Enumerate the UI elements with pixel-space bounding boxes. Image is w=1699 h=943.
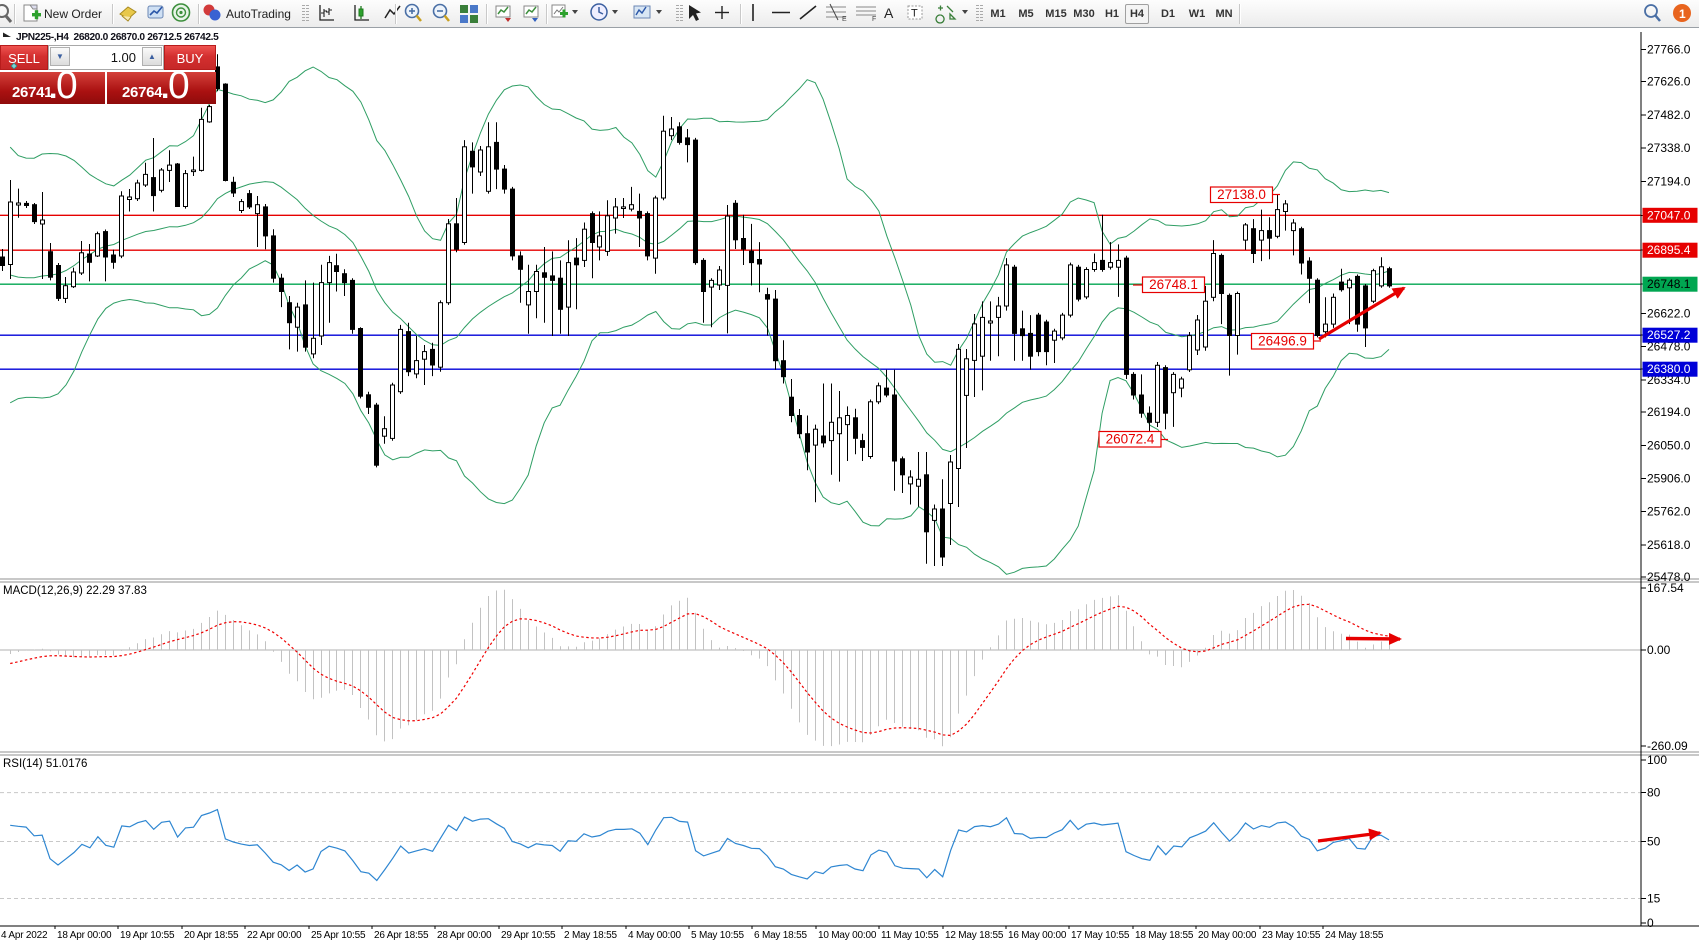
svg-text:27194.0: 27194.0 bbox=[1647, 174, 1691, 188]
svg-text:100: 100 bbox=[1647, 753, 1667, 767]
svg-text:167.54: 167.54 bbox=[1647, 581, 1684, 595]
svg-text:28 Apr 00:00: 28 Apr 00:00 bbox=[437, 930, 492, 941]
svg-text:25 Apr 10:55: 25 Apr 10:55 bbox=[311, 930, 366, 941]
svg-text:25762.0: 25762.0 bbox=[1647, 505, 1691, 519]
svg-text:23 May 10:55: 23 May 10:55 bbox=[1262, 930, 1321, 941]
svg-text:2 May 18:55: 2 May 18:55 bbox=[564, 930, 617, 941]
svg-text:26496.9: 26496.9 bbox=[1258, 334, 1307, 349]
svg-text:MACD(12,26,9) 22.29 37.83: MACD(12,26,9) 22.29 37.83 bbox=[3, 585, 147, 597]
svg-text:16 May 00:00: 16 May 00:00 bbox=[1008, 930, 1067, 941]
svg-text:25906.0: 25906.0 bbox=[1647, 472, 1691, 486]
svg-text:26072.4: 26072.4 bbox=[1106, 432, 1155, 447]
svg-text:JPN225-,H4 26820.0 26870.0 26: JPN225-,H4 26820.0 26870.0 26712.5 26742… bbox=[16, 32, 219, 43]
svg-text:20 Apr 18:55: 20 Apr 18:55 bbox=[184, 930, 239, 941]
svg-text:F: F bbox=[872, 16, 876, 23]
svg-text:24 May 18:55: 24 May 18:55 bbox=[1325, 930, 1384, 941]
svg-text:27047.0: 27047.0 bbox=[1647, 208, 1691, 222]
svg-text:18 Apr 00:00: 18 Apr 00:00 bbox=[57, 930, 112, 941]
svg-text:26194.0: 26194.0 bbox=[1647, 405, 1691, 419]
svg-text:50: 50 bbox=[1647, 835, 1661, 849]
svg-text:26380.0: 26380.0 bbox=[1647, 362, 1691, 376]
svg-text:80: 80 bbox=[1647, 786, 1661, 800]
svg-text:27482.0: 27482.0 bbox=[1647, 108, 1691, 122]
svg-text:22 Apr 00:00: 22 Apr 00:00 bbox=[247, 930, 302, 941]
svg-text:4 May 00:00: 4 May 00:00 bbox=[628, 930, 681, 941]
svg-text:E: E bbox=[842, 16, 847, 23]
svg-text:A: A bbox=[884, 5, 894, 21]
svg-text:11 May 10:55: 11 May 10:55 bbox=[881, 930, 939, 941]
svg-text:26748.1: 26748.1 bbox=[1647, 277, 1691, 291]
svg-text:18 May 18:55: 18 May 18:55 bbox=[1135, 930, 1194, 941]
svg-text:15: 15 bbox=[1647, 892, 1661, 906]
svg-text:20 May 00:00: 20 May 00:00 bbox=[1198, 930, 1257, 941]
svg-text:27338.0: 27338.0 bbox=[1647, 141, 1691, 155]
svg-text:12 May 18:55: 12 May 18:55 bbox=[945, 930, 1004, 941]
svg-text:0.00: 0.00 bbox=[1647, 643, 1671, 657]
svg-text:27766.0: 27766.0 bbox=[1647, 42, 1691, 56]
svg-text:5 May 10:55: 5 May 10:55 bbox=[691, 930, 744, 941]
svg-text:26478.0: 26478.0 bbox=[1647, 340, 1691, 354]
svg-text:26527.2: 26527.2 bbox=[1647, 328, 1691, 342]
svg-text:26 Apr 18:55: 26 Apr 18:55 bbox=[374, 930, 429, 941]
svg-text:25478.0: 25478.0 bbox=[1647, 570, 1691, 584]
svg-text:1: 1 bbox=[1679, 7, 1686, 21]
svg-text:17 May 10:55: 17 May 10:55 bbox=[1071, 930, 1130, 941]
svg-text:29 Apr 10:55: 29 Apr 10:55 bbox=[501, 930, 556, 941]
svg-text:26748.1: 26748.1 bbox=[1149, 277, 1198, 292]
svg-text:RSI(14) 51.0176: RSI(14) 51.0176 bbox=[3, 758, 87, 770]
svg-text:26050.0: 26050.0 bbox=[1647, 438, 1691, 452]
svg-text:0: 0 bbox=[1647, 916, 1654, 930]
svg-text:10 May 00:00: 10 May 00:00 bbox=[818, 930, 877, 941]
svg-text:6 May 18:55: 6 May 18:55 bbox=[754, 930, 807, 941]
svg-text:4 Apr 2022: 4 Apr 2022 bbox=[1, 930, 48, 941]
svg-text:27626.0: 27626.0 bbox=[1647, 75, 1691, 89]
svg-text:27138.0: 27138.0 bbox=[1217, 187, 1266, 202]
svg-text:-260.09: -260.09 bbox=[1647, 739, 1688, 753]
svg-text:T: T bbox=[911, 8, 918, 20]
svg-text:26895.4: 26895.4 bbox=[1647, 243, 1691, 257]
svg-text:25618.0: 25618.0 bbox=[1647, 538, 1691, 552]
svg-text:26622.0: 26622.0 bbox=[1647, 306, 1691, 320]
svg-text:19 Apr 10:55: 19 Apr 10:55 bbox=[120, 930, 175, 941]
